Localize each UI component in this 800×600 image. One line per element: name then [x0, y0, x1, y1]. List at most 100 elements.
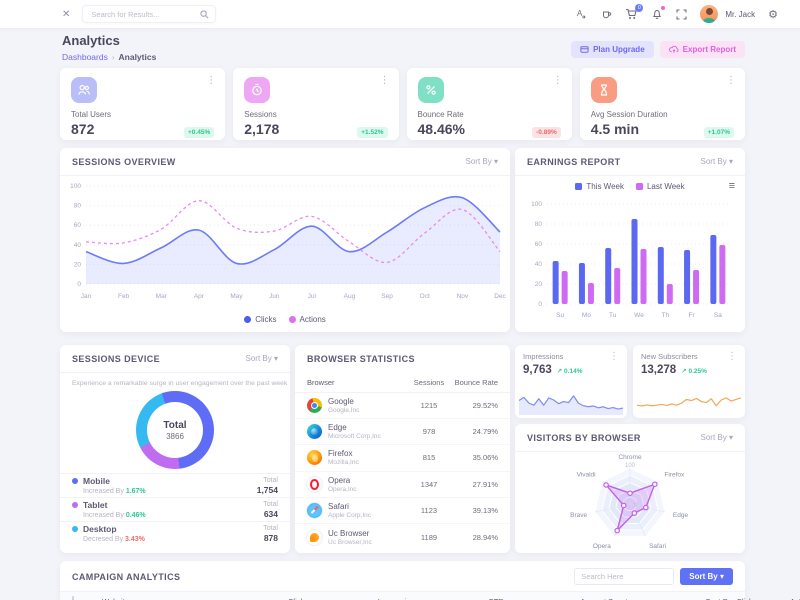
menu-icon[interactable]: ≡: [728, 180, 735, 192]
notification-dot: [661, 6, 666, 10]
opera-icon: [307, 476, 322, 492]
earnings-report-sortby[interactable]: Sort By ▾: [700, 157, 733, 166]
kebab-menu-icon[interactable]: ⋮: [379, 75, 390, 86]
visitors-sortby[interactable]: Sort By ▾: [700, 433, 733, 442]
svg-text:Jan: Jan: [81, 293, 92, 300]
campaign-analytics-panel: CAMPAIGN ANALYTICS Sort By ▾ Website Cli…: [60, 561, 800, 600]
cart-icon[interactable]: 0: [625, 4, 644, 20]
user-avatar[interactable]: [700, 5, 719, 23]
svg-text:Jun: Jun: [269, 293, 280, 300]
impressions-label: Impressions: [523, 352, 564, 361]
svg-text:Nov: Nov: [457, 293, 469, 300]
impressions-change: ↗ 0.14%: [556, 368, 583, 375]
breadcrumb-separator-icon: ›: [111, 52, 115, 62]
svg-text:Dec: Dec: [494, 293, 506, 300]
browser-table-header: Browser Sessions Bounce Rate: [295, 373, 510, 393]
browser-row-opera[interactable]: Opera Opera,Inc 1347 27.91%: [295, 472, 510, 498]
svg-text:Edge: Edge: [673, 512, 689, 519]
stat-label: Sessions: [244, 110, 277, 119]
safari-icon: [307, 502, 322, 518]
svg-text:20: 20: [74, 261, 82, 268]
impressions-value: 9,763: [523, 364, 552, 376]
svg-text:60: 60: [535, 241, 543, 248]
earnings-report-chart: 0 20 40 60 80 100 Su Mo Tu We Th Fr Sa: [531, 201, 731, 319]
kebab-menu-icon[interactable]: ⋮: [727, 351, 737, 362]
impressions-card: Impressions ⋮ 9,763 ↗ 0.14%: [515, 345, 627, 418]
browser-row-safari[interactable]: Safari Apple Corp,Inc 1123 39.13%: [295, 498, 510, 524]
trend-up-icon: ↗: [556, 368, 563, 375]
legend-actions: Actions: [299, 314, 326, 324]
search-input[interactable]: [89, 8, 201, 20]
svg-text:Feb: Feb: [118, 293, 130, 300]
user-name[interactable]: Mr. Jack: [725, 9, 756, 19]
select-all-checkbox[interactable]: [72, 596, 74, 600]
browser-row-google[interactable]: Google Google,Inc 1215 29.52%: [295, 393, 510, 420]
campaign-table-header: Website Clicks Impressions CTR Amount Sp…: [60, 591, 800, 600]
users-icon: [71, 77, 97, 103]
legend-last-week: Last Week: [646, 181, 685, 191]
last-week-legend-marker: [635, 182, 643, 190]
sessions-overview-panel: SESSIONS OVERVIEW Sort By ▾ 0 20 40 60 80 100…: [60, 148, 510, 332]
svg-text:Tu: Tu: [609, 312, 617, 319]
earnings-report-panel: EARNINGS REPORT Sort By ▾ This Week Last…: [515, 148, 745, 332]
kebab-menu-icon[interactable]: ⋮: [206, 75, 217, 86]
svg-text:100: 100: [531, 201, 542, 208]
kebab-menu-icon[interactable]: ⋮: [609, 351, 619, 362]
chevron-down-icon: ▾: [273, 354, 278, 363]
svg-text:Jul: Jul: [308, 293, 317, 300]
export-report-label: Export Report: [682, 45, 736, 54]
stat-change-badge: +1.52%: [357, 127, 388, 138]
settings-gear-icon[interactable]: ⚙: [768, 8, 778, 21]
svg-text:80: 80: [535, 221, 543, 228]
cart-badge: 0: [635, 4, 644, 12]
kebab-menu-icon[interactable]: ⋮: [552, 75, 563, 86]
svg-text:Oct: Oct: [420, 293, 430, 300]
stat-change-badge: -0.89%: [532, 127, 561, 138]
topbar: ✕ A 0: [0, 0, 800, 28]
svg-text:Mo: Mo: [582, 312, 591, 319]
sessions-overview-sortby[interactable]: Sort By ▾: [465, 157, 498, 166]
search-box[interactable]: [82, 5, 217, 23]
campaign-sortby-button[interactable]: Sort By ▾: [680, 568, 733, 585]
sessions-device-title: SESSIONS DEVICE: [72, 353, 161, 364]
svg-text:Mar: Mar: [156, 293, 168, 300]
stat-change-badge: +0.45%: [184, 127, 215, 138]
new-subscribers-change: ↗ 0.25%: [681, 368, 707, 375]
svg-text:Sa: Sa: [714, 312, 722, 319]
svg-text:May: May: [230, 293, 243, 300]
clicks-legend-dot: [244, 315, 252, 323]
browser-row-firefox[interactable]: Firefox Mozilla,Inc 815 35.06%: [295, 445, 510, 472]
chevron-down-icon: ▾: [719, 572, 724, 581]
browser-row-edge[interactable]: Edge Microsoft Corp,Inc 978 24.79%: [295, 419, 510, 446]
stat-label: Bounce Rate: [417, 110, 464, 119]
header-actions: Plan Upgrade Export Report: [571, 41, 745, 58]
svg-text:Sep: Sep: [381, 293, 393, 300]
plan-upgrade-button[interactable]: Plan Upgrade: [571, 41, 654, 58]
browser-statistics-title: BROWSER STATISTICS: [307, 354, 415, 364]
plan-upgrade-label: Plan Upgrade: [593, 45, 645, 54]
notification-bell-icon[interactable]: [651, 6, 666, 20]
browser-row-uc-browser[interactable]: Uc Browser Uc Browser,Inc 1189 28.94%: [295, 524, 510, 550]
new-subscribers-card: New Subscribers ⋮ 13,278 ↗ 0.25%: [633, 345, 745, 418]
sessions-device-sortby[interactable]: Sort By ▾: [245, 354, 278, 363]
svg-text:Firefox: Firefox: [664, 472, 685, 479]
language-icon[interactable]: A: [575, 8, 587, 20]
stat-cards-row: ⋮ Total Users 872 +0.45% ⋮ Sessions 2,17…: [60, 68, 745, 140]
trend-up-icon: ↗: [681, 368, 687, 375]
breadcrumb-dashboards[interactable]: Dashboards: [62, 52, 108, 62]
svg-text:Su: Su: [556, 312, 564, 319]
device-row-tablet: Tablet Increased By 0.46% Total 634: [60, 497, 290, 521]
stat-value: 872: [71, 121, 95, 137]
fullscreen-icon[interactable]: [676, 8, 687, 20]
chevron-down-icon: ▾: [728, 433, 733, 442]
google-chrome-icon: [307, 398, 322, 414]
cloud-upload-icon: [668, 45, 679, 53]
export-report-button[interactable]: Export Report: [659, 41, 745, 58]
stat-value: 4.5 min: [590, 121, 639, 137]
campaign-search-input[interactable]: [574, 568, 675, 585]
kebab-menu-icon[interactable]: ⋮: [726, 75, 736, 86]
close-icon[interactable]: ✕: [62, 8, 71, 20]
impressions-sparkline: [519, 395, 623, 415]
cup-icon[interactable]: [600, 8, 612, 20]
